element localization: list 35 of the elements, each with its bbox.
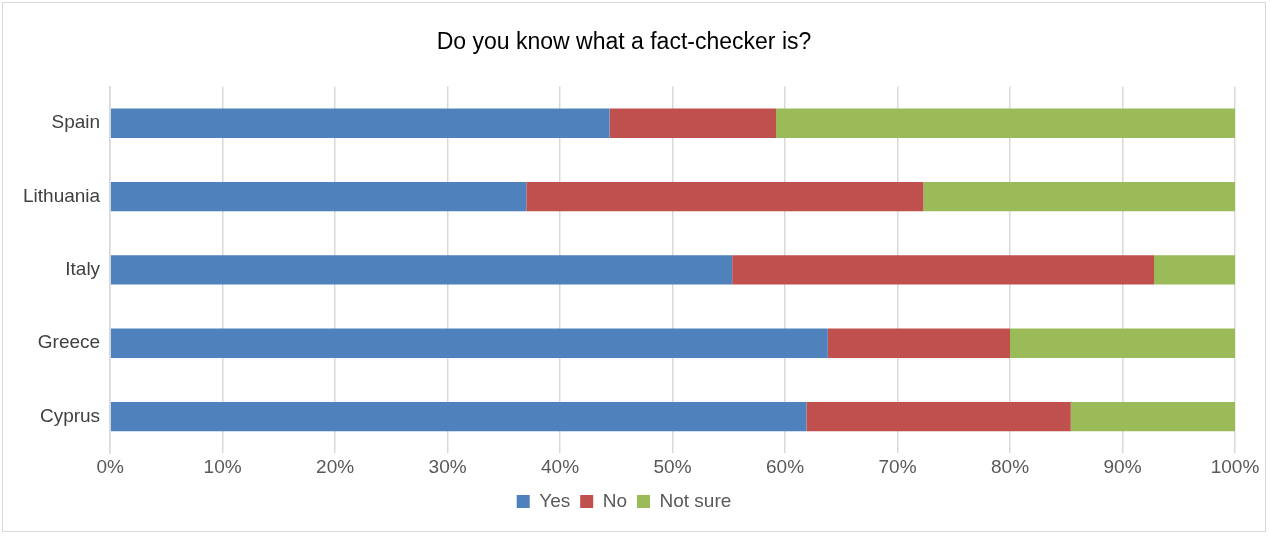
x-tick-label: 30% (428, 455, 467, 477)
bar (526, 181, 924, 212)
y-tick-label: Lithuania (23, 184, 101, 206)
y-tick-label: Spain (51, 111, 101, 133)
chart-title: Do you know what a fact-checker is? (436, 28, 812, 55)
legend-label: Yes (539, 489, 571, 511)
y-tick-label: Italy (65, 258, 101, 280)
legend-label: No (602, 489, 627, 511)
x-tick-label: 10% (203, 455, 242, 477)
bar (732, 255, 1155, 285)
bar (806, 401, 1071, 432)
y-tick-label: Greece (37, 331, 101, 353)
x-tick-label: 20% (316, 455, 355, 477)
y-tick-label: Cyprus (39, 404, 101, 426)
bar (1010, 328, 1235, 358)
bar (776, 108, 1235, 138)
x-tick-label: 0% (96, 455, 124, 477)
bar (609, 108, 777, 138)
x-tick-label: 90% (1103, 455, 1142, 477)
bar (827, 328, 1011, 358)
x-tick-label: 50% (653, 455, 692, 477)
bar (110, 108, 610, 138)
bar (923, 181, 1235, 212)
bar (110, 328, 828, 358)
x-tick-label: 100% (1210, 455, 1260, 477)
x-tick-label: 60% (766, 455, 805, 477)
bar (1154, 255, 1235, 285)
bar (110, 255, 733, 285)
legend-label: Not sure (659, 489, 732, 511)
x-tick-label: 70% (878, 455, 917, 477)
bar (110, 181, 527, 212)
x-tick-label: 80% (991, 455, 1030, 477)
bar (110, 401, 807, 432)
bar (1070, 401, 1235, 432)
x-tick-label: 40% (541, 455, 580, 477)
